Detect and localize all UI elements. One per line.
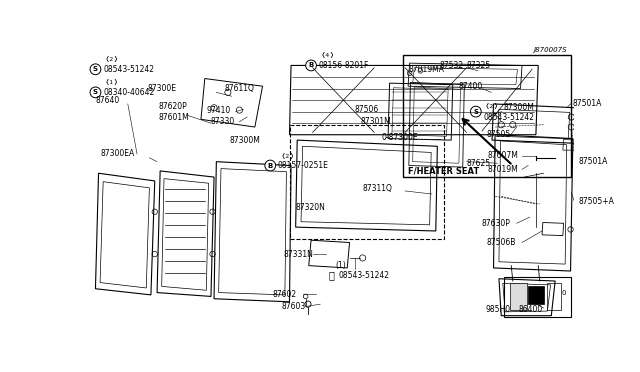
Text: 985H0: 985H0 xyxy=(486,305,511,314)
Text: 87300E: 87300E xyxy=(147,84,176,93)
Bar xyxy=(528,286,543,304)
Text: J870007S: J870007S xyxy=(533,47,566,53)
Text: 87630P: 87630P xyxy=(482,219,511,228)
Text: 08543-51242: 08543-51242 xyxy=(103,65,154,74)
Text: 87505+A: 87505+A xyxy=(579,197,614,206)
Text: 87625: 87625 xyxy=(467,159,491,168)
Bar xyxy=(504,277,572,317)
Text: 08157-0251E: 08157-0251E xyxy=(278,161,329,170)
Text: F/HEATER SEAT: F/HEATER SEAT xyxy=(408,166,479,176)
Text: 87640: 87640 xyxy=(95,96,120,105)
Text: 87019MA: 87019MA xyxy=(409,65,445,74)
Text: 0: 0 xyxy=(561,289,566,296)
Text: 87506B: 87506B xyxy=(486,238,516,247)
Text: 87501A: 87501A xyxy=(579,157,607,166)
Text: 08543-51242: 08543-51242 xyxy=(338,271,389,280)
Text: 87506: 87506 xyxy=(355,105,380,114)
Text: S: S xyxy=(474,109,478,115)
Text: S: S xyxy=(93,66,98,72)
Text: 87301M: 87301M xyxy=(360,117,391,126)
Text: ❬2❭: ❬2❭ xyxy=(105,56,119,62)
Text: 08156-8201F: 08156-8201F xyxy=(319,61,369,70)
Text: 87331N: 87331N xyxy=(284,250,313,259)
Circle shape xyxy=(306,60,316,71)
Text: 0-87300E: 0-87300E xyxy=(382,132,419,141)
Text: ❬2❭: ❬2❭ xyxy=(485,103,500,109)
Circle shape xyxy=(90,64,101,75)
Text: 87320N: 87320N xyxy=(296,203,326,212)
Text: B: B xyxy=(308,62,314,68)
Text: 08543-51242: 08543-51242 xyxy=(484,112,534,122)
Text: 87300EA: 87300EA xyxy=(101,150,135,158)
Text: 97410: 97410 xyxy=(206,106,230,115)
Text: (1): (1) xyxy=(336,261,346,270)
Bar xyxy=(403,55,572,177)
Bar xyxy=(547,283,561,310)
Text: 87505: 87505 xyxy=(486,130,511,139)
Text: B: B xyxy=(268,163,273,169)
Text: 08340-40642: 08340-40642 xyxy=(103,88,154,97)
Bar xyxy=(509,283,527,310)
Text: 87501A: 87501A xyxy=(573,99,602,108)
Text: 87603: 87603 xyxy=(282,302,306,311)
Text: 87330: 87330 xyxy=(211,117,236,126)
Text: Ⓢ: Ⓢ xyxy=(329,271,335,280)
Text: 87400: 87400 xyxy=(459,82,483,91)
Text: 87300M: 87300M xyxy=(504,103,534,112)
Circle shape xyxy=(90,87,101,98)
Text: 87607M: 87607M xyxy=(488,151,518,160)
Text: 87620P: 87620P xyxy=(159,102,188,111)
Text: 87611Q: 87611Q xyxy=(224,84,254,93)
Text: 87325: 87325 xyxy=(467,61,491,70)
Text: ❬1❭: ❬1❭ xyxy=(105,79,119,85)
Text: 87602: 87602 xyxy=(273,290,297,299)
Text: ❬4❭: ❬4❭ xyxy=(320,52,335,58)
Circle shape xyxy=(265,160,276,171)
Text: 87311Q: 87311Q xyxy=(363,184,392,193)
Text: 87532: 87532 xyxy=(440,61,464,70)
Text: 87300M: 87300M xyxy=(230,137,260,145)
Text: 87601M: 87601M xyxy=(159,112,189,122)
Text: ❬2❭: ❬2❭ xyxy=(280,153,295,158)
Text: S: S xyxy=(93,89,98,95)
Text: 87019M: 87019M xyxy=(488,165,518,174)
Text: 86400: 86400 xyxy=(519,305,543,314)
Circle shape xyxy=(470,106,481,117)
